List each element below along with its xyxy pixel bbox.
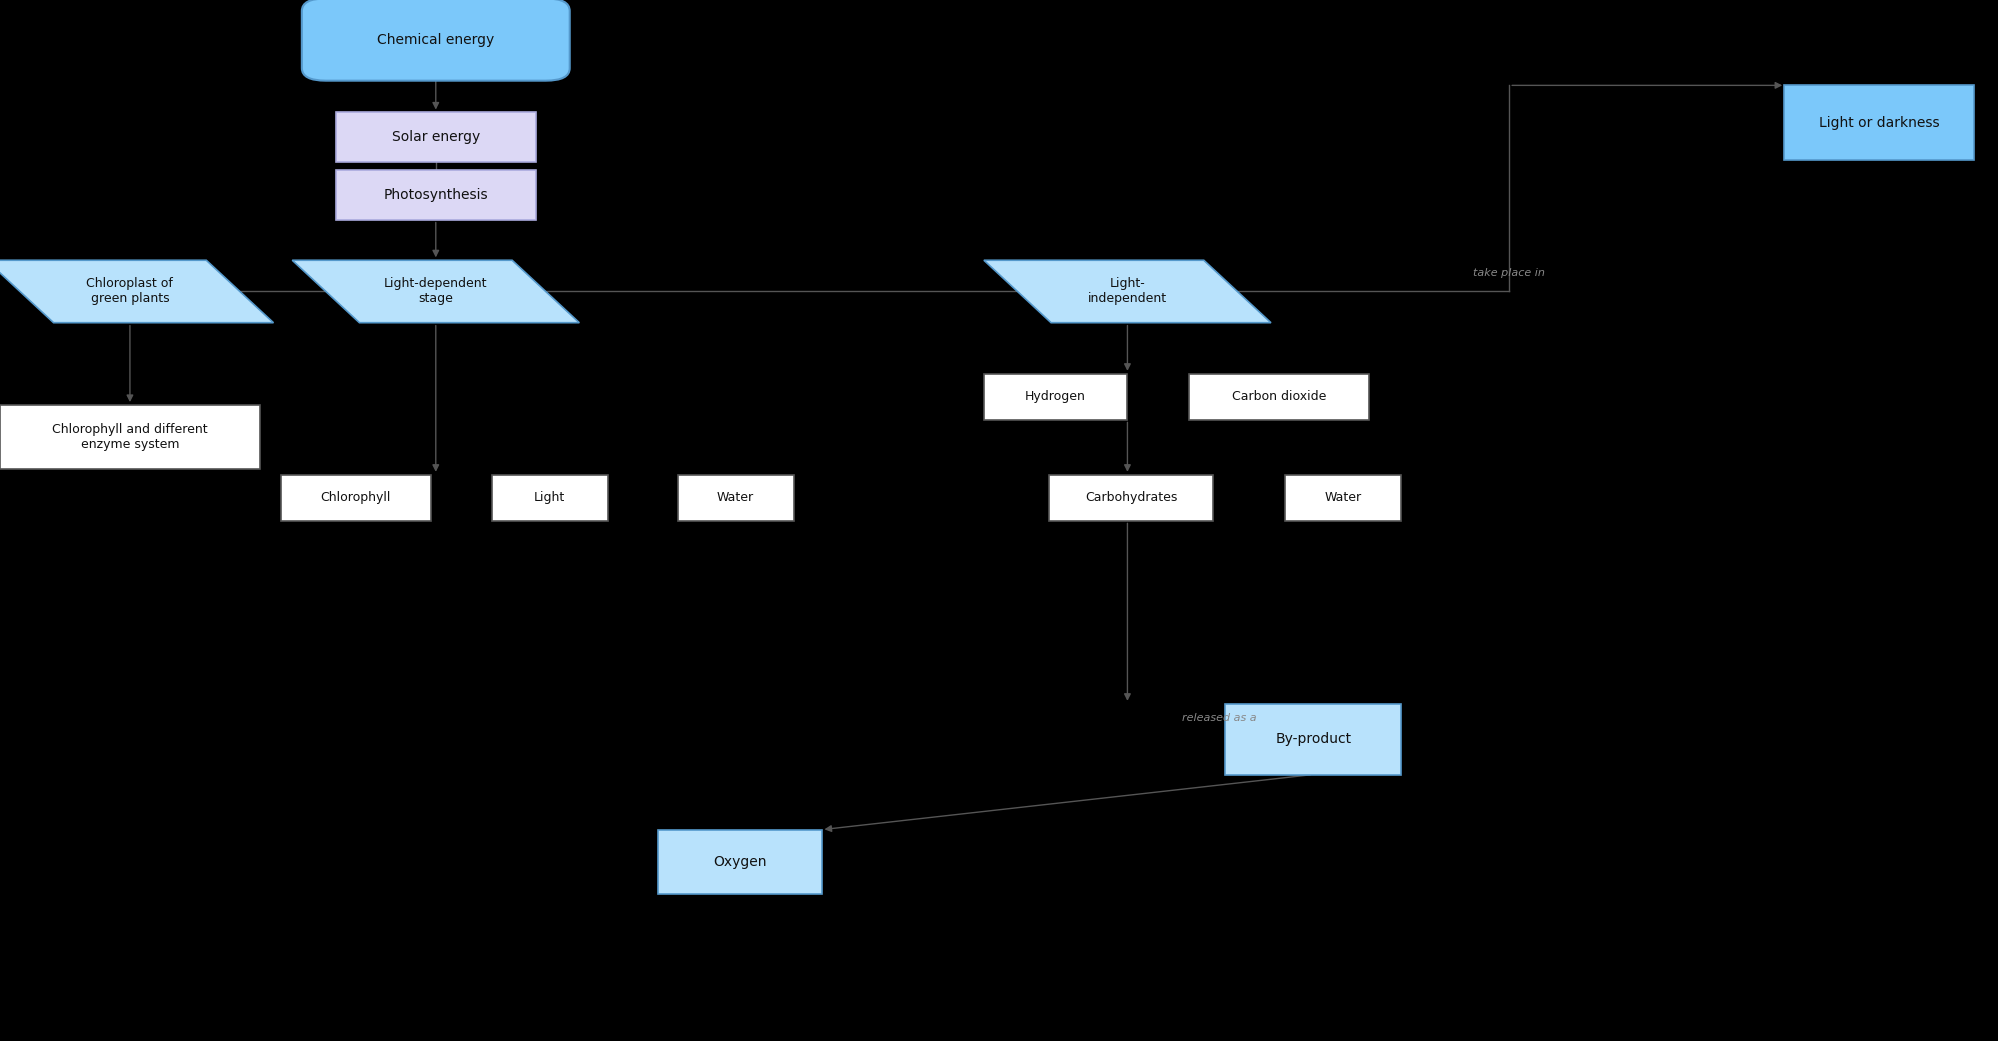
FancyBboxPatch shape — [302, 0, 569, 81]
Text: Hydrogen: Hydrogen — [1025, 390, 1085, 403]
FancyBboxPatch shape — [677, 475, 793, 520]
Text: Chloroplast of
green plants: Chloroplast of green plants — [86, 278, 174, 305]
Text: Light-dependent
stage: Light-dependent stage — [384, 278, 488, 305]
Text: Water: Water — [1325, 491, 1361, 504]
Text: Carbon dioxide: Carbon dioxide — [1231, 390, 1327, 403]
FancyBboxPatch shape — [1049, 475, 1213, 520]
FancyBboxPatch shape — [1225, 704, 1401, 775]
Text: released as a: released as a — [1181, 713, 1257, 723]
Text: take place in: take place in — [1473, 268, 1544, 278]
Text: Chemical energy: Chemical energy — [378, 32, 494, 47]
Text: Photosynthesis: Photosynthesis — [384, 187, 488, 202]
Text: Light or darkness: Light or darkness — [1818, 116, 1938, 130]
Text: Oxygen: Oxygen — [713, 855, 765, 869]
Text: Chlorophyll: Chlorophyll — [320, 491, 392, 504]
FancyBboxPatch shape — [1782, 85, 1972, 160]
Text: Light: Light — [533, 491, 565, 504]
FancyBboxPatch shape — [492, 475, 607, 520]
Text: By-product: By-product — [1275, 732, 1351, 746]
FancyBboxPatch shape — [336, 112, 535, 162]
FancyBboxPatch shape — [0, 405, 260, 469]
Text: Water: Water — [717, 491, 753, 504]
Polygon shape — [292, 260, 579, 323]
Text: Solar energy: Solar energy — [392, 130, 480, 145]
FancyBboxPatch shape — [983, 374, 1127, 420]
Polygon shape — [983, 260, 1271, 323]
FancyBboxPatch shape — [280, 475, 430, 520]
FancyBboxPatch shape — [1285, 475, 1401, 520]
FancyBboxPatch shape — [657, 830, 821, 894]
FancyBboxPatch shape — [336, 170, 535, 220]
Text: Chlorophyll and different
enzyme system: Chlorophyll and different enzyme system — [52, 424, 208, 451]
Polygon shape — [0, 260, 274, 323]
Text: Carbohydrates: Carbohydrates — [1085, 491, 1177, 504]
FancyBboxPatch shape — [1189, 374, 1369, 420]
Text: Light-
independent: Light- independent — [1087, 278, 1167, 305]
